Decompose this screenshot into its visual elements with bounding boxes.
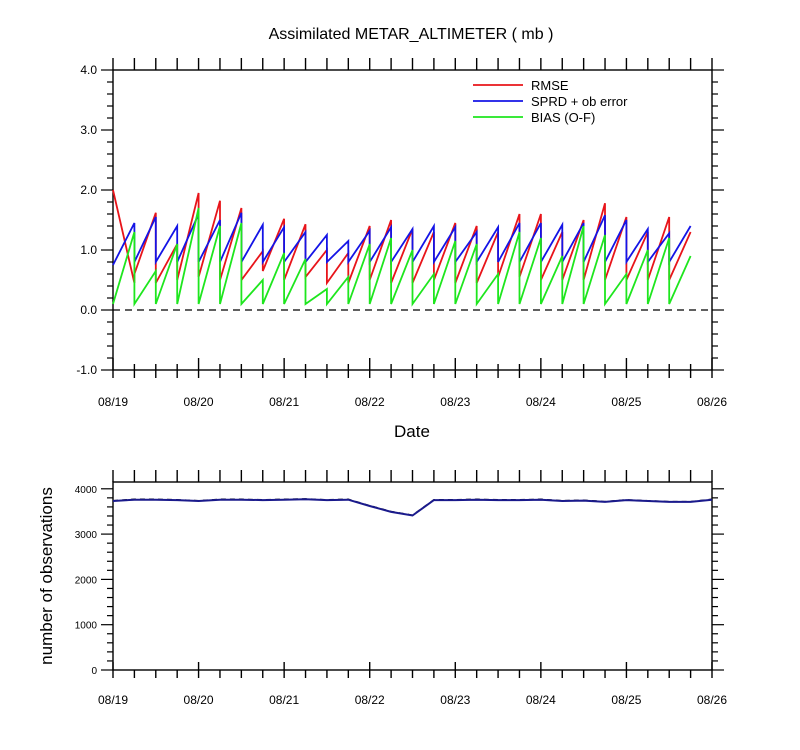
x-tick-label: 08/26 <box>697 693 727 707</box>
legend-entry: SPRD + ob error <box>531 94 628 109</box>
axis-ticks <box>101 470 724 678</box>
plot-frame <box>112 481 713 671</box>
x-tick-label: 08/20 <box>184 395 214 409</box>
x-axis-label: Date <box>394 422 430 441</box>
y-tick-label: 0.0 <box>80 303 97 317</box>
series-line-bias-o-f- <box>112 207 692 308</box>
series-line-observations-used <box>112 498 713 517</box>
legend-entry: BIAS (O-F) <box>531 110 595 125</box>
x-tick-labels: 08/19 08/20 08/21 08/22 08/23 08/24 08/25 08/26 <box>98 395 727 409</box>
y-tick-label: 3000 <box>75 530 98 541</box>
axis-ticks <box>101 58 724 378</box>
x-tick-label: 08/21 <box>269 395 299 409</box>
x-tick-label: 08/24 <box>526 693 556 707</box>
series-lines <box>112 498 713 517</box>
series-line-sprd-ob-error <box>112 212 692 266</box>
x-tick-label: 08/25 <box>611 395 641 409</box>
x-tick-label: 08/26 <box>697 395 727 409</box>
y-tick-label: 4.0 <box>80 63 97 77</box>
y-axis-label: number of observations <box>37 487 56 665</box>
x-tick-label: 08/22 <box>355 395 385 409</box>
y-tick-label: -1.0 <box>76 363 97 377</box>
y-tick-labels: 0 1000 2000 3000 4000 <box>75 485 98 677</box>
x-tick-label: 08/19 <box>98 693 128 707</box>
y-tick-label: 3.0 <box>80 123 97 137</box>
y-tick-label: 0 <box>91 666 97 677</box>
error-stats-panel: -1.0 0.0 1.0 2.0 3.0 4.0 08/19 08/20 08/21 08/22… <box>76 58 727 409</box>
y-tick-labels: -1.0 0.0 1.0 2.0 3.0 4.0 <box>76 63 97 377</box>
y-tick-label: 1000 <box>75 621 98 632</box>
x-tick-label: 08/23 <box>440 395 470 409</box>
series-lines <box>112 189 692 308</box>
x-tick-label: 08/22 <box>355 693 385 707</box>
legend-entry: RMSE <box>531 78 569 93</box>
x-tick-label: 08/19 <box>98 395 128 409</box>
y-tick-label: 1.0 <box>80 243 97 257</box>
x-tick-label: 08/23 <box>440 693 470 707</box>
x-tick-label: 08/25 <box>611 693 641 707</box>
series-line-rmse <box>112 189 692 286</box>
x-tick-labels: 08/19 08/20 08/21 08/22 08/23 08/24 08/25 08/26 <box>98 693 727 707</box>
x-tick-label: 08/20 <box>184 693 214 707</box>
x-tick-label: 08/24 <box>526 395 556 409</box>
y-tick-label: 2000 <box>75 575 98 586</box>
x-tick-label: 08/21 <box>269 693 299 707</box>
chart-title: Assimilated METAR_ALTIMETER ( mb ) <box>269 26 554 43</box>
y-tick-label: 4000 <box>75 485 98 496</box>
y-tick-label: 2.0 <box>80 183 97 197</box>
plot-frame <box>112 69 713 371</box>
